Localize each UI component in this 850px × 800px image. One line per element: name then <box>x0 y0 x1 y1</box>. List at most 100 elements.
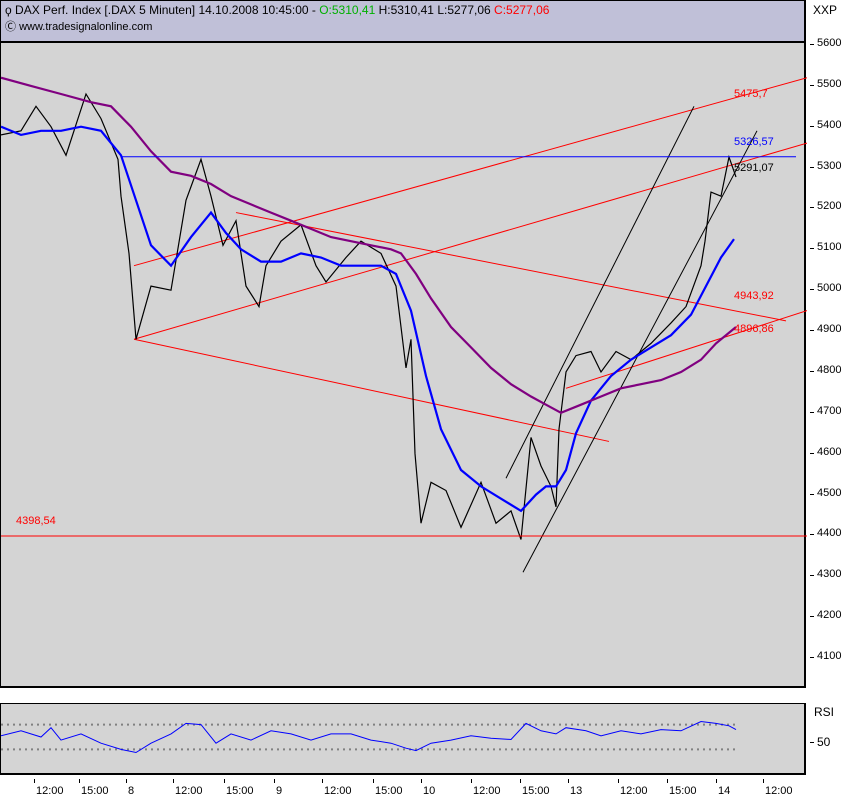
rsi-label: RSI <box>814 705 835 719</box>
x-tick-mark <box>568 779 569 783</box>
y-tick-mark <box>810 125 814 127</box>
y-tick-label: 4300 <box>817 568 842 581</box>
x-tick-label: 8 <box>128 785 135 797</box>
x-tick-mark <box>373 779 374 783</box>
y-tick-mark <box>810 411 814 413</box>
chart-title: DAX Perf. Index [.DAX 5 Minuten] 14.10.2… <box>15 3 320 17</box>
x-tick-mark <box>274 779 275 783</box>
long-ma-purple--line <box>1 76 737 415</box>
y-tick-label: 4100 <box>817 650 842 663</box>
x-tick-mark <box>79 779 80 783</box>
rsi-tick-mark <box>810 742 814 743</box>
y-tick-mark <box>810 575 814 577</box>
x-tick-mark <box>34 779 35 783</box>
candle-icon: ϙ <box>5 3 12 17</box>
x-tick-label: 15:00 <box>226 785 254 797</box>
price-chart-canvas[interactable]: 5475,7 5326,57 5291,07 4943,92 4896,86 4398,5… <box>1 1 807 689</box>
x-tick-label: 14 <box>718 785 731 797</box>
price-chart-panel[interactable]: 5475,7 5326,57 5291,07 4943,92 4896,86 4398,5… <box>0 0 807 689</box>
x-tick-label: 9 <box>276 785 283 797</box>
x-tick-label: 12:00 <box>765 785 793 797</box>
y-tick-mark <box>810 493 814 495</box>
low-value: L:5277,06 <box>433 3 491 17</box>
trendline[interactable] <box>565 310 807 389</box>
rsi-line <box>1 720 737 754</box>
y-tick-label: 4800 <box>817 363 842 376</box>
x-tick-mark <box>763 779 764 783</box>
x-tick-mark <box>667 779 668 783</box>
x-tick-mark <box>224 779 225 783</box>
y-tick-label: 4400 <box>817 527 842 540</box>
chart-title-line: ϙ DAX Perf. Index [.DAX 5 Minuten] 14.10… <box>5 3 549 17</box>
x-tick-label: 15:00 <box>669 785 697 797</box>
y-tick-mark <box>810 452 814 454</box>
x-tick-mark <box>322 779 323 783</box>
trendline[interactable] <box>235 212 787 322</box>
x-tick-mark <box>471 779 472 783</box>
dax-5min-price-line <box>1 92 737 540</box>
x-tick-label: 12:00 <box>175 785 203 797</box>
y-tick-label: 5100 <box>817 241 842 254</box>
y-tick-mark <box>810 370 814 372</box>
close-value: C:5277,06 <box>490 3 550 17</box>
x-tick-label: 15:00 <box>522 785 550 797</box>
y-tick-label: 5600 <box>817 37 842 49</box>
y-tick-label: 5300 <box>817 159 842 172</box>
y-tick-label: 4700 <box>817 404 842 417</box>
y-tick-mark <box>810 248 814 250</box>
short-ma-blue--line <box>1 125 735 513</box>
x-tick-mark <box>126 779 127 783</box>
price-annotation: 4943,92 <box>734 290 774 302</box>
rsi-tick-50: 50 <box>817 735 831 749</box>
copyright-icon: Ⓒ <box>5 21 16 33</box>
trendline[interactable] <box>133 77 807 267</box>
source-line: Ⓒ www.tradesignalonline.com <box>5 18 152 34</box>
y-tick-mark <box>810 207 814 209</box>
chart-header: ϙ DAX Perf. Index [.DAX 5 Minuten] 14.10… <box>0 0 806 43</box>
x-tick-mark <box>618 779 619 783</box>
y-tick-mark <box>810 616 814 618</box>
y-tick-mark <box>810 657 814 659</box>
x-tick-mark <box>716 779 717 783</box>
x-tick-label: 15:00 <box>375 785 403 797</box>
x-tick-label: 12:00 <box>36 785 64 797</box>
trendline[interactable] <box>133 142 807 340</box>
y-tick-mark <box>810 166 814 168</box>
x-tick-mark <box>173 779 174 783</box>
price-annotation: 4398,54 <box>16 515 56 527</box>
x-tick-mark <box>421 779 422 783</box>
y-tick-label: 5000 <box>817 282 842 295</box>
y-tick-label: 5400 <box>817 118 842 131</box>
trendline[interactable] <box>522 130 758 573</box>
y-tick-mark <box>810 84 814 86</box>
y-tick-label: 5200 <box>817 200 842 213</box>
x-tick-label: 12:00 <box>324 785 352 797</box>
price-annotation: 5326,57 <box>734 136 774 148</box>
y-axis-label: XXP <box>813 3 838 17</box>
rsi-panel[interactable] <box>0 703 806 775</box>
trendline[interactable] <box>505 106 695 479</box>
y-tick-mark <box>810 44 814 45</box>
x-tick-label: 12:00 <box>473 785 501 797</box>
x-tick-label: 12:00 <box>620 785 648 797</box>
y-tick-label: 4900 <box>817 323 842 336</box>
trendline[interactable] <box>133 338 610 442</box>
x-tick-label: 10 <box>423 785 436 797</box>
y-tick-mark <box>810 330 814 332</box>
y-tick-label: 4500 <box>817 486 842 499</box>
y-tick-mark <box>810 289 814 291</box>
price-annotation: 4896,86 <box>734 323 774 335</box>
price-annotation: 5291,07 <box>734 162 774 174</box>
y-tick-label: 4600 <box>817 445 842 458</box>
x-tick-label: 13 <box>570 785 583 797</box>
source-text: www.tradesignalonline.com <box>19 21 153 33</box>
price-annotation: 5475,7 <box>734 88 768 100</box>
x-tick-mark <box>520 779 521 783</box>
y-tick-mark <box>810 534 814 536</box>
high-value: H:5310,41 <box>375 3 434 17</box>
rsi-canvas[interactable] <box>1 704 807 776</box>
y-tick-label: 4200 <box>817 609 842 622</box>
open-value: O:5310,41 <box>319 3 376 17</box>
x-tick-label: 15:00 <box>81 785 109 797</box>
y-tick-label: 5500 <box>817 77 842 90</box>
